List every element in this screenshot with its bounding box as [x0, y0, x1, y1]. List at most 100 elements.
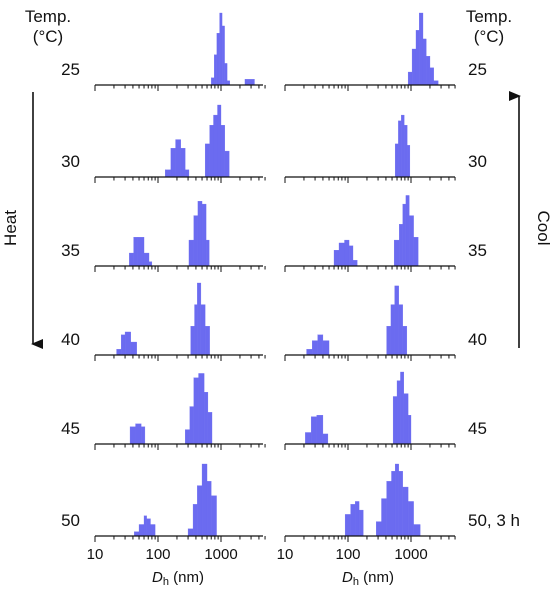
temperature-label: 30	[468, 152, 487, 171]
histogram-bar	[322, 433, 329, 445]
histogram-bar	[394, 143, 399, 178]
histogram-bar	[400, 371, 405, 445]
histogram-bar	[352, 260, 358, 267]
histogram-bar	[433, 80, 439, 86]
histogram-bar	[143, 252, 150, 267]
histogram-bar	[405, 195, 410, 267]
histogram-bar	[209, 125, 214, 178]
panel-left-6: 50	[61, 463, 266, 542]
histogram-bar	[396, 380, 401, 445]
histogram-bar	[124, 331, 131, 356]
histogram-bar	[221, 25, 225, 86]
histogram-bar	[204, 143, 210, 178]
histogram-bar	[402, 203, 407, 267]
histogram-bar	[120, 334, 126, 356]
histogram-bar	[305, 432, 312, 445]
left-tick-label-1000: 1000	[204, 546, 237, 563]
histogram-bar	[129, 252, 134, 267]
histogram-bar	[306, 349, 313, 356]
histogram-bar	[185, 429, 190, 445]
histogram-bar	[403, 393, 409, 445]
histogram-bar	[137, 237, 145, 267]
histogram-bar	[355, 501, 360, 537]
left-x-axis-title-unit: (nm)	[169, 569, 204, 586]
histogram-bar	[317, 334, 324, 356]
histogram-bar	[407, 71, 413, 86]
histogram-bar	[188, 239, 194, 267]
histogram-bar	[130, 341, 137, 356]
panel-right-6: 50, 3 h	[284, 463, 520, 542]
histogram-bar	[211, 77, 215, 86]
temperature-label: 25	[468, 60, 487, 79]
heat-indicator: Heat	[1, 92, 43, 349]
histogram-bar	[224, 150, 230, 178]
histogram-bar	[203, 392, 209, 445]
left-header: Temp. (°C)	[25, 7, 71, 46]
cool-indicator: Cool	[509, 91, 550, 348]
histogram-bar	[310, 416, 317, 445]
temperature-label: 45	[468, 419, 487, 438]
histogram-bar	[185, 169, 190, 178]
left-header-line1: Temp.	[25, 7, 71, 26]
left-header-line2: (°C)	[33, 27, 63, 46]
histogram-bar	[187, 528, 194, 537]
histogram-bar	[206, 481, 212, 537]
histogram-bar	[116, 349, 122, 356]
right-x-axis-title-symbol: D	[342, 569, 353, 586]
histogram-bar	[394, 285, 399, 356]
histogram-bar	[175, 139, 181, 178]
histogram-bar	[333, 250, 340, 267]
temperature-label: 40	[468, 330, 487, 349]
histogram-bar	[407, 501, 414, 537]
histogram-bar	[407, 415, 412, 445]
panel-left-5: 45	[61, 373, 266, 450]
left-x-axis-title: Dh (nm)	[152, 569, 204, 588]
histogram-bar	[402, 486, 409, 537]
temperature-label: 35	[61, 241, 80, 260]
histogram-bar	[197, 282, 202, 356]
histogram-bar	[143, 515, 147, 537]
histogram-bar	[429, 67, 434, 86]
histogram-bar	[214, 54, 218, 86]
histogram-bar	[386, 481, 392, 537]
panel-right-5: 45	[284, 371, 487, 450]
histogram-bar	[322, 340, 330, 356]
histogram-bar	[201, 203, 207, 267]
histogram-bar	[376, 521, 382, 537]
histogram-bar	[244, 79, 255, 86]
histogram-bar	[348, 245, 354, 267]
left-tick-label-10: 10	[87, 546, 104, 563]
panel-right-3: 35	[284, 195, 487, 272]
temperature-label: 25	[61, 60, 80, 79]
histogram-bar	[148, 261, 153, 267]
histogram-bar	[133, 237, 139, 267]
histogram-bar	[390, 304, 395, 356]
heat-label: Heat	[1, 210, 20, 246]
temperature-label: 45	[61, 419, 80, 438]
histogram-bar	[407, 145, 411, 178]
histogram-bar	[226, 80, 230, 86]
histogram-bar	[220, 125, 225, 178]
right-header: Temp. (°C)	[466, 7, 512, 46]
temperature-label: 40	[61, 330, 80, 349]
histogram-bar	[165, 169, 172, 178]
panel-left-2: 30	[61, 104, 266, 183]
histogram-bar	[217, 104, 222, 178]
histogram-bar	[135, 423, 142, 445]
right-tick-label-10: 10	[277, 546, 294, 563]
histogram-bar	[146, 518, 151, 537]
histogram-bar	[189, 406, 194, 445]
histogram-bar	[402, 326, 408, 356]
panel-right-2: 30	[284, 114, 487, 183]
histogram-bar	[358, 509, 364, 537]
left-tick-label-100: 100	[145, 546, 170, 563]
right-header-line2: (°C)	[474, 27, 504, 46]
right-x-axis-title-unit: (nm)	[359, 569, 394, 586]
histogram-bar	[194, 304, 198, 356]
histogram-bar	[224, 63, 228, 86]
temperature-label: 35	[468, 241, 487, 260]
histogram-bar	[419, 12, 424, 86]
histogram-bar	[207, 412, 213, 445]
histogram-bar	[140, 426, 146, 445]
histogram-bar	[350, 504, 356, 537]
